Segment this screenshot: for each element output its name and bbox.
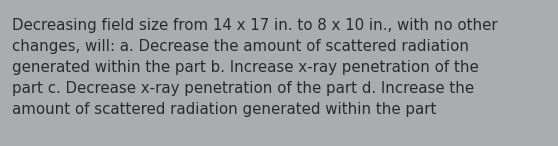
Text: Decreasing field size from 14 x 17 in. to 8 x 10 in., with no other
changes, wil: Decreasing field size from 14 x 17 in. t… [12,18,498,118]
